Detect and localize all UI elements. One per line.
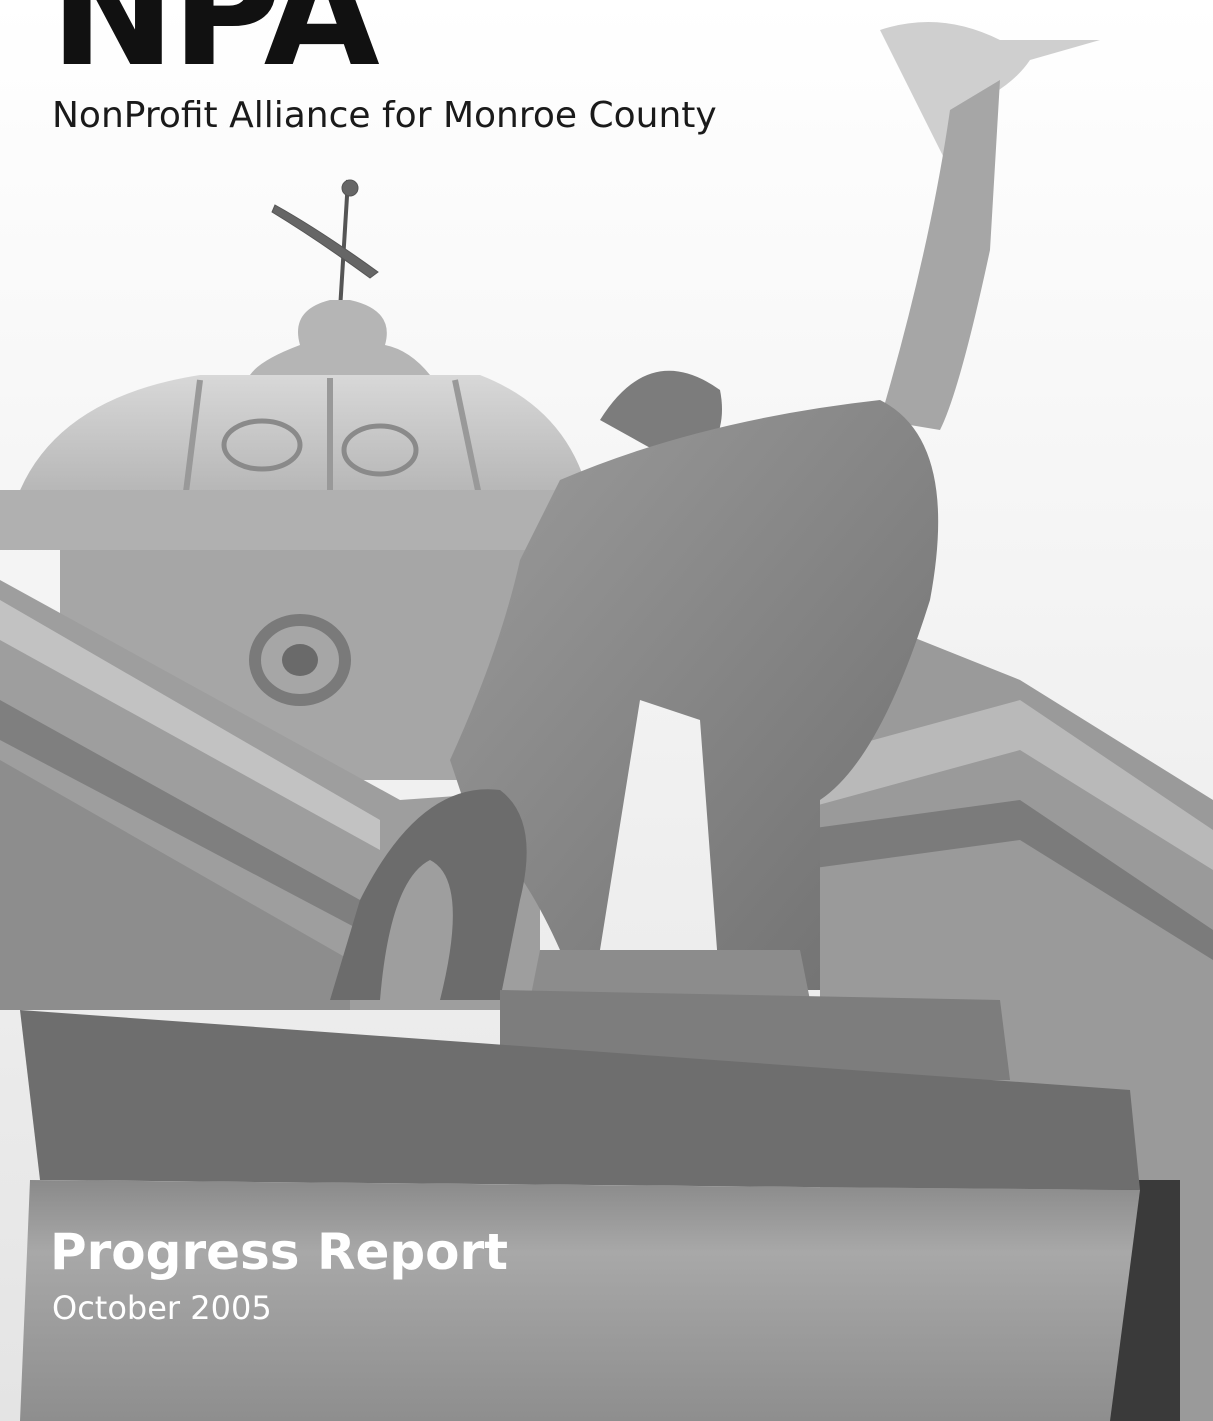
- report-title: Progress Report: [50, 1222, 508, 1282]
- cover-page: NPA NonProfit Alliance for Monroe County…: [0, 0, 1213, 1421]
- brand-subtitle: NonProfit Alliance for Monroe County: [52, 94, 717, 138]
- cover-photo: [0, 0, 1213, 1421]
- pedestal: [20, 990, 1140, 1421]
- brand-title: NPA: [50, 0, 376, 88]
- report-date: October 2005: [52, 1288, 272, 1328]
